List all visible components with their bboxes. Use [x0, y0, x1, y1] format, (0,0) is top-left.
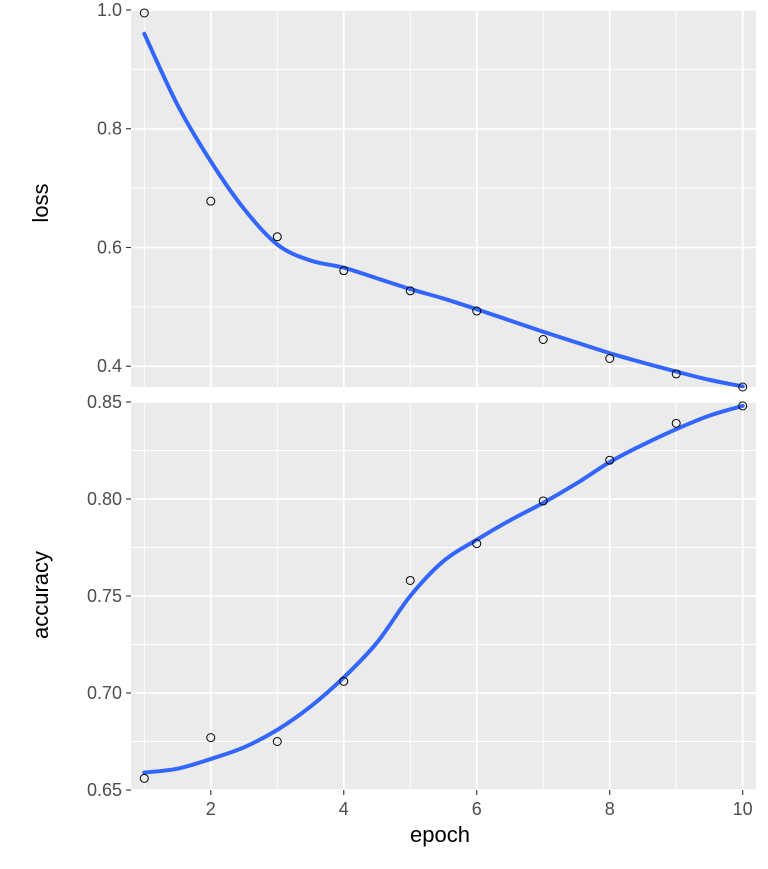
accuracy-y-axis: 0.65 0.70 0.75 0.80 0.85 [87, 392, 131, 800]
loss-data-point [605, 354, 615, 364]
accuracy-data-point [472, 539, 482, 549]
loss-data-point [738, 382, 748, 392]
loss-data-point [472, 306, 482, 316]
loss-smooth-line [142, 31, 745, 389]
loss-y-axis: 0.4 0.6 0.8 1.0 [97, 0, 131, 376]
accuracy-data-point [738, 401, 748, 411]
x-tick-label: 10 [733, 799, 753, 819]
loss-points [139, 8, 748, 392]
loss-y-tick-label: 0.6 [97, 237, 122, 257]
accuracy-data-point [206, 733, 216, 743]
loss-panel: 0.4 0.6 0.8 1.0 loss [28, 0, 756, 392]
loss-y-tick-label: 1.0 [97, 0, 122, 20]
x-tick-label: 6 [472, 799, 482, 819]
accuracy-smooth-line [142, 403, 745, 775]
accuracy-data-point [405, 575, 415, 585]
loss-data-point [671, 369, 681, 379]
loss-y-tick-label: 0.8 [97, 119, 122, 139]
accuracy-y-tick-label: 0.65 [87, 780, 122, 800]
x-tick-label: 2 [206, 799, 216, 819]
loss-data-point [339, 266, 349, 276]
loss-data-point [405, 286, 415, 296]
loss-y-tick-label: 0.4 [97, 356, 122, 376]
x-axis-title: epoch [410, 822, 470, 847]
accuracy-data-point [605, 455, 615, 465]
loss-data-point [139, 8, 149, 18]
loss-y-axis-title: loss [28, 183, 53, 222]
accuracy-panel: 0.65 0.70 0.75 0.80 0.85 accuracy [28, 392, 756, 800]
accuracy-y-axis-title: accuracy [28, 551, 53, 639]
accuracy-y-tick-label: 0.80 [87, 489, 122, 509]
loss-grid [131, 9, 756, 387]
loss-data-point [272, 232, 282, 242]
accuracy-data-point [538, 496, 548, 506]
accuracy-y-tick-label: 0.85 [87, 392, 122, 412]
accuracy-data-point [272, 737, 282, 746]
loss-data-point [206, 196, 216, 206]
loss-data-point [538, 335, 548, 345]
x-tick-label: 4 [339, 799, 349, 819]
accuracy-y-tick-label: 0.70 [87, 683, 122, 703]
x-axis: 2 4 6 8 10 [206, 790, 753, 819]
accuracy-data-point [339, 676, 349, 686]
loss-panel-background [131, 10, 756, 387]
accuracy-y-tick-label: 0.75 [87, 586, 122, 606]
accuracy-data-point [671, 418, 681, 428]
accuracy-points [139, 401, 748, 783]
x-tick-label: 8 [605, 799, 615, 819]
accuracy-data-point [139, 773, 149, 783]
